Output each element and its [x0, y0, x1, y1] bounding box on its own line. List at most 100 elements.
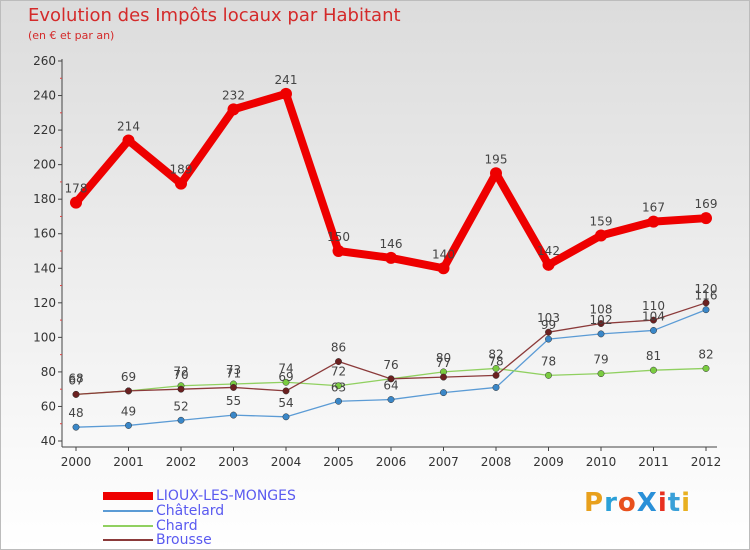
data-point — [700, 212, 712, 225]
data-label: 81 — [646, 349, 661, 363]
data-point — [282, 378, 290, 386]
data-label: 55 — [226, 394, 241, 408]
data-point — [492, 365, 500, 372]
data-label: 116 — [695, 289, 718, 303]
legend-swatch — [103, 509, 153, 512]
x-tick-label: 2010 — [586, 455, 617, 469]
data-point — [440, 389, 447, 397]
legend-label: Châtelard — [156, 502, 225, 519]
data-label: 103 — [537, 311, 560, 325]
data-point — [230, 384, 237, 391]
proxiti-logo: ProXiti — [584, 488, 691, 518]
data-point — [702, 299, 710, 307]
legend-item-chard: Chard — [103, 517, 198, 534]
legend-swatch — [103, 538, 153, 541]
data-point — [332, 245, 345, 257]
y-tick-label: 80 — [41, 365, 56, 379]
data-label: 178 — [65, 182, 88, 196]
x-tick-label: 2007 — [428, 455, 459, 469]
data-point — [492, 371, 500, 379]
logo-letter: P — [584, 488, 605, 518]
data-point — [490, 167, 502, 180]
legend-item-lioux: LIOUX-LES-MONGES — [103, 488, 296, 504]
data-point — [125, 387, 132, 395]
data-label: 140 — [432, 247, 455, 261]
y-tick-label: 220 — [33, 123, 56, 137]
logo-letter: i — [657, 488, 668, 518]
data-label: 195 — [485, 152, 508, 166]
data-point — [387, 396, 395, 403]
legend-swatch — [103, 524, 153, 527]
data-point — [597, 320, 605, 327]
data-label: 214 — [117, 119, 140, 133]
x-tick-label: 2011 — [638, 455, 669, 469]
data-label: 99 — [541, 318, 556, 332]
data-label: 64 — [383, 379, 398, 393]
legend-label: Brousse — [156, 531, 212, 548]
x-tick-label: 2008 — [481, 455, 512, 469]
legend-item-chatelard: Châtelard — [103, 502, 225, 519]
data-label: 241 — [275, 73, 298, 87]
data-label: 73 — [226, 363, 241, 377]
data-label: 108 — [590, 303, 613, 317]
data-point — [492, 384, 500, 391]
x-tick-label: 2000 — [61, 455, 92, 469]
data-label: 69 — [278, 370, 293, 384]
logo-letter: t — [667, 488, 682, 518]
data-label: 146 — [380, 237, 403, 251]
data-label: 70 — [173, 368, 188, 382]
data-point — [177, 385, 185, 393]
data-label: 74 — [278, 361, 293, 375]
data-point — [597, 370, 605, 378]
data-point — [227, 103, 240, 116]
data-point — [177, 416, 185, 424]
data-point — [175, 177, 187, 190]
data-point — [335, 358, 342, 365]
data-label: 69 — [121, 370, 136, 384]
data-label: 169 — [695, 197, 718, 211]
data-point — [72, 423, 80, 431]
data-point — [650, 366, 657, 374]
chart-series — [70, 87, 712, 431]
y-tick-label: 140 — [33, 261, 56, 275]
data-label: 167 — [642, 201, 665, 215]
data-point — [230, 411, 237, 419]
data-label: 48 — [68, 406, 83, 420]
data-point — [125, 422, 132, 429]
data-point — [647, 215, 660, 228]
y-tick-label: 40 — [41, 434, 56, 448]
data-point — [702, 365, 710, 372]
data-point — [387, 375, 395, 383]
data-point — [70, 196, 82, 209]
data-label: 189 — [170, 163, 193, 177]
data-point — [702, 306, 710, 314]
data-label: 79 — [593, 353, 608, 367]
data-label: 232 — [222, 88, 245, 102]
data-point — [595, 229, 607, 242]
data-point — [545, 328, 552, 336]
data-point — [597, 330, 605, 338]
data-point — [282, 413, 290, 421]
y-tick-label: 160 — [33, 227, 56, 241]
x-tick-label: 2003 — [218, 455, 249, 469]
data-label: 71 — [226, 366, 241, 380]
data-label: 82 — [698, 347, 713, 361]
data-label: 78 — [488, 354, 503, 368]
data-point — [72, 390, 80, 398]
data-point — [280, 87, 292, 100]
data-label: 78 — [541, 354, 556, 368]
logo-letter: o — [617, 488, 637, 518]
chart-title: Evolution des Impôts locaux par Habitant — [28, 5, 401, 26]
x-tick-label: 2002 — [166, 455, 197, 469]
data-label: 54 — [278, 396, 293, 410]
data-label: 142 — [537, 244, 560, 258]
y-tick-label: 240 — [33, 89, 56, 103]
data-label: 120 — [695, 282, 718, 296]
legend-label: Chard — [156, 517, 198, 534]
x-tick-label: 2006 — [376, 455, 407, 469]
data-label: 76 — [383, 358, 398, 372]
data-label: 68 — [68, 372, 83, 386]
data-label: 63 — [331, 380, 346, 394]
